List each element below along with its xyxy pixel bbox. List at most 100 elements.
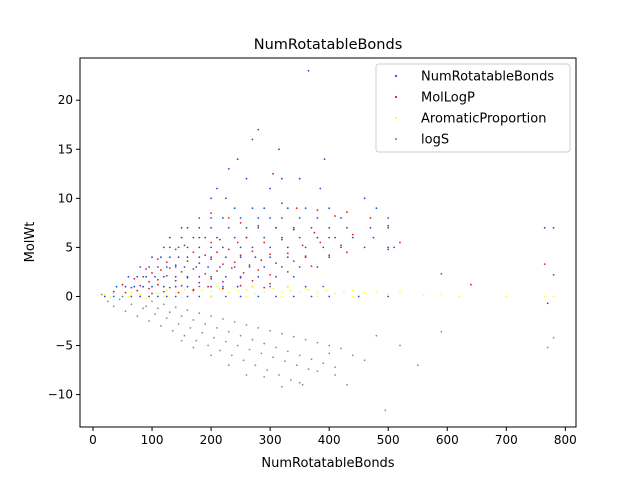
point-0-49	[180, 236, 183, 239]
point-0-40	[257, 226, 260, 229]
point-0-9	[210, 197, 213, 200]
point-3-67	[328, 344, 331, 347]
point-1-45	[186, 260, 189, 262]
point-0-143	[157, 295, 159, 298]
point-0-137	[103, 295, 106, 298]
point-0-129	[210, 285, 213, 288]
point-2-40	[233, 286, 236, 289]
point-1-46	[198, 262, 201, 264]
point-0-59	[334, 236, 336, 239]
point-1-15	[328, 236, 331, 239]
point-0-135	[304, 285, 307, 288]
point-3-68	[334, 366, 336, 368]
point-3-15	[189, 327, 192, 329]
point-3-21	[224, 340, 227, 343]
point-2-3	[130, 291, 133, 294]
point-0-71	[286, 246, 289, 249]
point-1-23	[236, 241, 239, 244]
point-0-93	[157, 266, 159, 268]
point-1-40	[304, 255, 307, 258]
x-tick-label-6: 600	[436, 433, 459, 447]
point-1-41	[328, 254, 331, 257]
point-0-107	[136, 275, 139, 278]
point-0-104	[298, 266, 301, 268]
point-0-30	[281, 217, 283, 219]
point-3-72	[192, 346, 195, 349]
point-0-10	[224, 197, 227, 200]
point-0-32	[316, 217, 319, 219]
point-3-65	[316, 341, 319, 344]
point-1-64	[242, 272, 245, 274]
point-1-14	[313, 231, 316, 234]
point-2-23	[307, 288, 310, 291]
point-1-53	[292, 260, 295, 262]
axes-layer: 0 100 200 300 400 500 600 700 800 −10 −5 0 5 10 15 20	[48, 57, 577, 447]
point-0-109	[154, 275, 156, 278]
point-1-30	[174, 248, 177, 251]
point-0-7	[245, 177, 248, 180]
point-3-37	[151, 300, 153, 303]
x-axis-label: NumRotatableBonds	[261, 456, 394, 471]
point-0-140	[130, 295, 133, 298]
point-3-22	[230, 354, 233, 357]
point-0-51	[204, 236, 207, 239]
point-0-72	[304, 246, 307, 249]
point-0-147	[198, 295, 201, 298]
point-3-73	[210, 354, 213, 357]
point-1-50	[248, 264, 251, 266]
point-0-16	[251, 207, 254, 210]
point-3-89	[328, 352, 331, 355]
point-1-81	[121, 283, 124, 286]
point-3-61	[292, 335, 295, 338]
point-0-138	[112, 295, 115, 298]
point-3-70	[346, 383, 348, 386]
point-1-18	[387, 248, 390, 251]
point-3-23	[236, 344, 239, 347]
point-3-19	[213, 336, 215, 339]
point-3-53	[245, 324, 248, 326]
point-2-52	[440, 293, 443, 296]
point-1-61	[204, 273, 207, 275]
point-0-37	[210, 226, 213, 229]
point-2-49	[316, 295, 319, 298]
point-0-74	[340, 246, 342, 249]
point-3-31	[284, 360, 286, 363]
point-2-48	[281, 295, 283, 298]
point-2-16	[245, 288, 248, 291]
point-0-159	[552, 226, 555, 229]
legend-marker-0	[394, 74, 398, 78]
point-0-12	[281, 177, 283, 180]
point-3-30	[278, 374, 280, 376]
point-0-122	[133, 285, 136, 288]
point-3-69	[340, 347, 342, 350]
point-0-156	[357, 295, 360, 298]
point-3-48	[216, 327, 218, 329]
point-0-14	[319, 187, 322, 190]
point-3-32	[289, 379, 292, 381]
point-1-58	[168, 267, 171, 269]
point-3-86	[440, 330, 443, 333]
point-2-54	[505, 295, 508, 298]
point-1-51	[260, 259, 263, 262]
point-3-0	[100, 293, 103, 296]
point-0-28	[257, 217, 260, 219]
point-3-82	[384, 409, 387, 412]
point-3-8	[148, 320, 151, 322]
point-1-71	[157, 278, 159, 281]
point-3-88	[552, 336, 555, 339]
point-2-11	[201, 289, 204, 292]
point-0-2	[278, 148, 280, 151]
point-1-97	[162, 290, 165, 293]
point-0-91	[139, 266, 142, 268]
point-3-33	[295, 364, 298, 367]
point-0-13	[298, 177, 301, 180]
point-0-146	[186, 295, 189, 298]
point-2-41	[251, 285, 254, 288]
point-1-12	[275, 226, 277, 229]
point-1-21	[210, 241, 213, 244]
point-0-39	[245, 226, 248, 229]
point-0-61	[162, 246, 165, 249]
point-2-34	[127, 295, 130, 298]
point-1-67	[286, 271, 289, 273]
point-1-104	[546, 302, 549, 305]
